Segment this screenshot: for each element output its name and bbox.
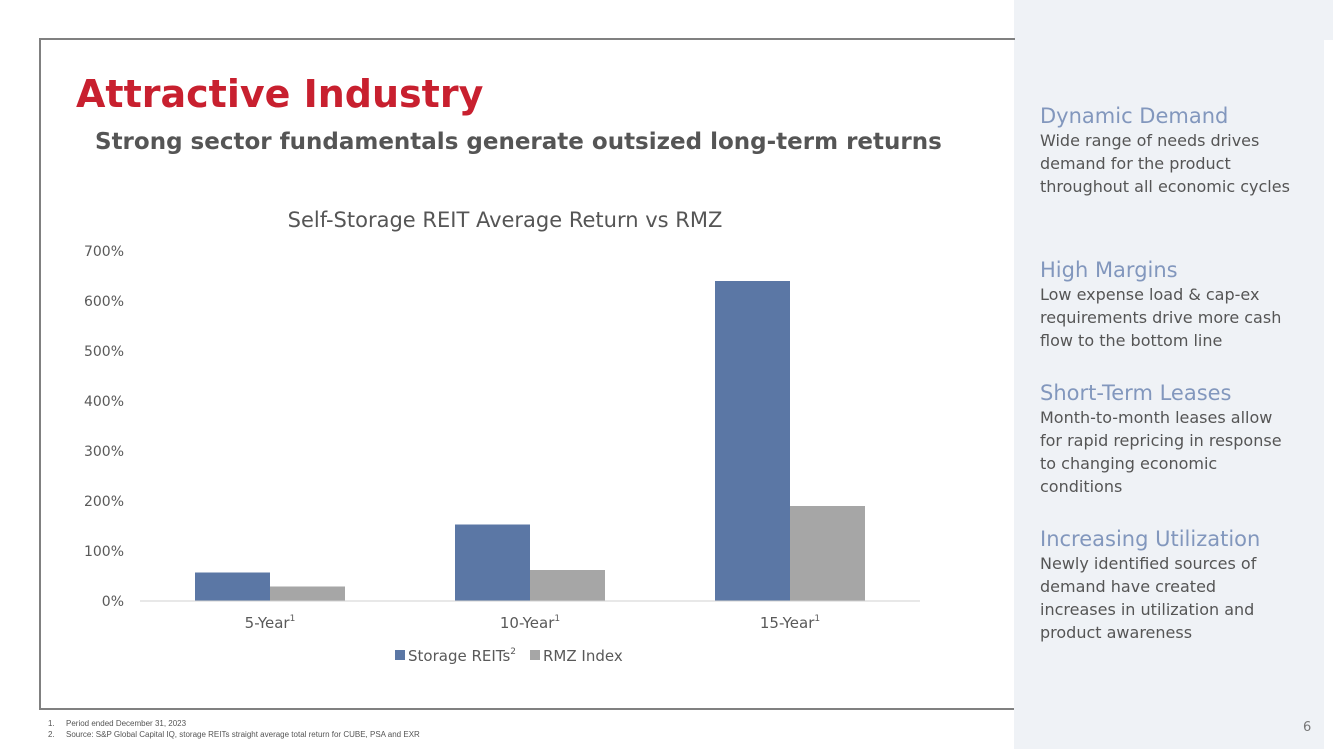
sidebar-item-short-term-leases: Short-Term Leases Month-to-month leases … [1040, 380, 1290, 498]
sidebar-body: Wide range of needs drives demand for th… [1040, 131, 1290, 196]
x-tick-label: 10-Year1 [500, 614, 560, 632]
legend-swatch [395, 650, 405, 660]
page-title: Attractive Industry [76, 72, 484, 116]
y-tick-label: 700% [84, 244, 124, 260]
chart: Self-Storage REIT Average Return vs RMZ … [84, 208, 920, 665]
bar-rmz-index-5-year [270, 586, 345, 601]
y-tick-label: 500% [84, 344, 124, 360]
footnote-number: 2. [48, 730, 55, 739]
footnotes: 1. Period ended December 31, 2023 2. Sourc… [48, 718, 420, 740]
y-tick-label: 400% [84, 394, 124, 410]
footnote: 2. Source: S&P Global Capital IQ, storage… [48, 729, 420, 740]
footnote: 1. Period ended December 31, 2023 [48, 718, 420, 729]
y-tick-label: 100% [84, 544, 124, 560]
legend-swatch [530, 650, 540, 660]
page-subtitle: Strong sector fundamentals generate outs… [95, 129, 942, 155]
x-tick-label: 15-Year1 [760, 614, 820, 632]
x-tick-label: 5-Year1 [245, 614, 296, 632]
sidebar-body: Month-to-month leases allow for rapid re… [1040, 408, 1282, 496]
sidebar-top-panel [1014, 0, 1333, 40]
legend-label: Storage REITs2 [408, 647, 516, 665]
sidebar-item-increasing-utilization: Increasing Utilization Newly identified … [1040, 526, 1290, 644]
sidebar-heading: High Margins [1040, 258, 1178, 282]
page-number: 6 [1303, 720, 1312, 735]
footnote-text: Period ended December 31, 2023 [66, 719, 187, 728]
sidebar-heading: Dynamic Demand [1040, 104, 1229, 128]
y-tick-label: 200% [84, 494, 124, 510]
bar-rmz-index-10-year [530, 570, 605, 601]
sidebar-heading: Short-Term Leases [1040, 381, 1232, 405]
chart-title: Self-Storage REIT Average Return vs RMZ [288, 208, 723, 232]
y-tick-label: 0% [102, 594, 124, 610]
bar-storage-reits-15-year [715, 281, 790, 601]
sidebar-heading: Increasing Utilization [1040, 527, 1261, 551]
sidebar-strip [1324, 40, 1333, 749]
legend-label: RMZ Index [543, 647, 623, 665]
footnote-text: Source: S&P Global Capital IQ, storage R… [66, 730, 420, 739]
sidebar-panel [1014, 40, 1324, 749]
bar-storage-reits-10-year [455, 524, 530, 601]
footnote-number: 1. [48, 719, 55, 728]
sidebar-body: Newly identified sources of demand have … [1040, 554, 1257, 642]
sidebar-item-high-margins: High Margins Low expense load & cap-ex r… [1040, 257, 1290, 352]
content-frame [39, 38, 1015, 710]
y-tick-label: 600% [84, 294, 124, 310]
sidebar-item-dynamic-demand: Dynamic Demand Wide range of needs drive… [1040, 103, 1290, 198]
bar-rmz-index-15-year [790, 506, 865, 601]
y-tick-label: 300% [84, 444, 124, 460]
bar-storage-reits-5-year [195, 572, 270, 601]
sidebar-body: Low expense load & cap-ex requirements d… [1040, 285, 1282, 350]
